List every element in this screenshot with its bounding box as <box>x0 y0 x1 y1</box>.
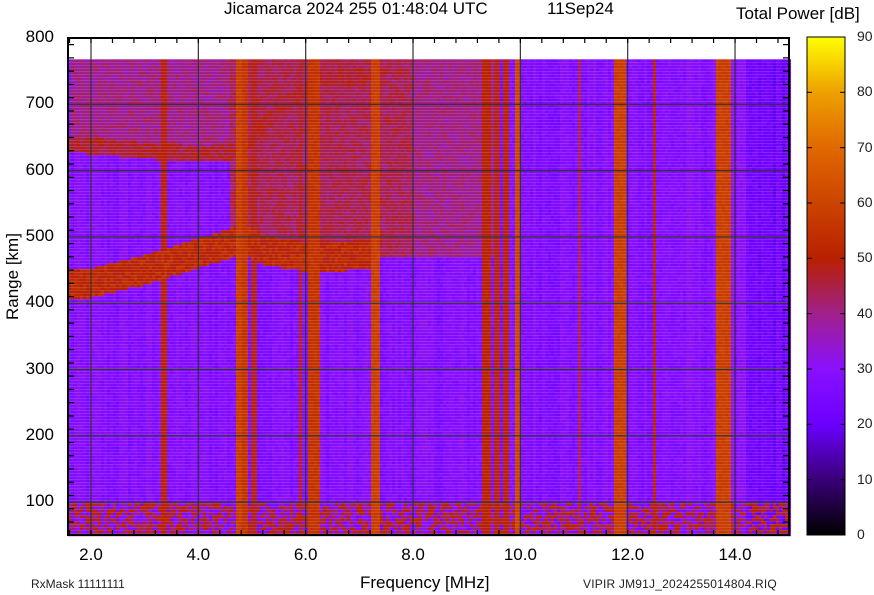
colorbar-tick-label: 70 <box>857 139 873 155</box>
y-axis-label: Range [km] <box>3 250 23 320</box>
colorbar-tick-label: 20 <box>857 415 873 431</box>
colorbar-tick-label: 60 <box>857 194 873 210</box>
rx-mask-label: RxMask 11111111 <box>31 577 125 591</box>
colorbar-tick-label: 80 <box>857 83 873 99</box>
colorbar <box>807 37 845 535</box>
y-tick-label: 100 <box>4 491 54 511</box>
y-tick-label: 700 <box>4 93 54 113</box>
colorbar-tick-label: 30 <box>857 360 873 376</box>
y-tick-label: 300 <box>4 359 54 379</box>
heatmap-cells <box>68 59 791 536</box>
colorbar-tick-label: 40 <box>857 305 873 321</box>
ionogram-plot <box>0 0 874 595</box>
y-tick-label: 600 <box>4 160 54 180</box>
x-tick-label: 6.0 <box>276 545 336 565</box>
no-data-area <box>68 38 789 59</box>
colorbar-tick-label: 50 <box>857 249 873 265</box>
y-tick-label: 200 <box>4 425 54 445</box>
x-tick-label: 14.0 <box>705 545 765 565</box>
file-name-label: VIPIR JM91J_2024255014804.RIQ <box>583 577 777 591</box>
colorbar-tick-label: 10 <box>857 471 873 487</box>
colorbar-tick-label: 0 <box>857 526 865 542</box>
y-tick-label: 800 <box>4 27 54 47</box>
colorbar-tick-label: 90 <box>857 28 873 44</box>
x-tick-label: 10.0 <box>490 545 550 565</box>
x-tick-label: 2.0 <box>61 545 121 565</box>
x-tick-label: 8.0 <box>383 545 443 565</box>
x-tick-label: 4.0 <box>168 545 228 565</box>
x-axis-label: Frequency [MHz] <box>360 573 489 593</box>
x-tick-label: 12.0 <box>598 545 658 565</box>
